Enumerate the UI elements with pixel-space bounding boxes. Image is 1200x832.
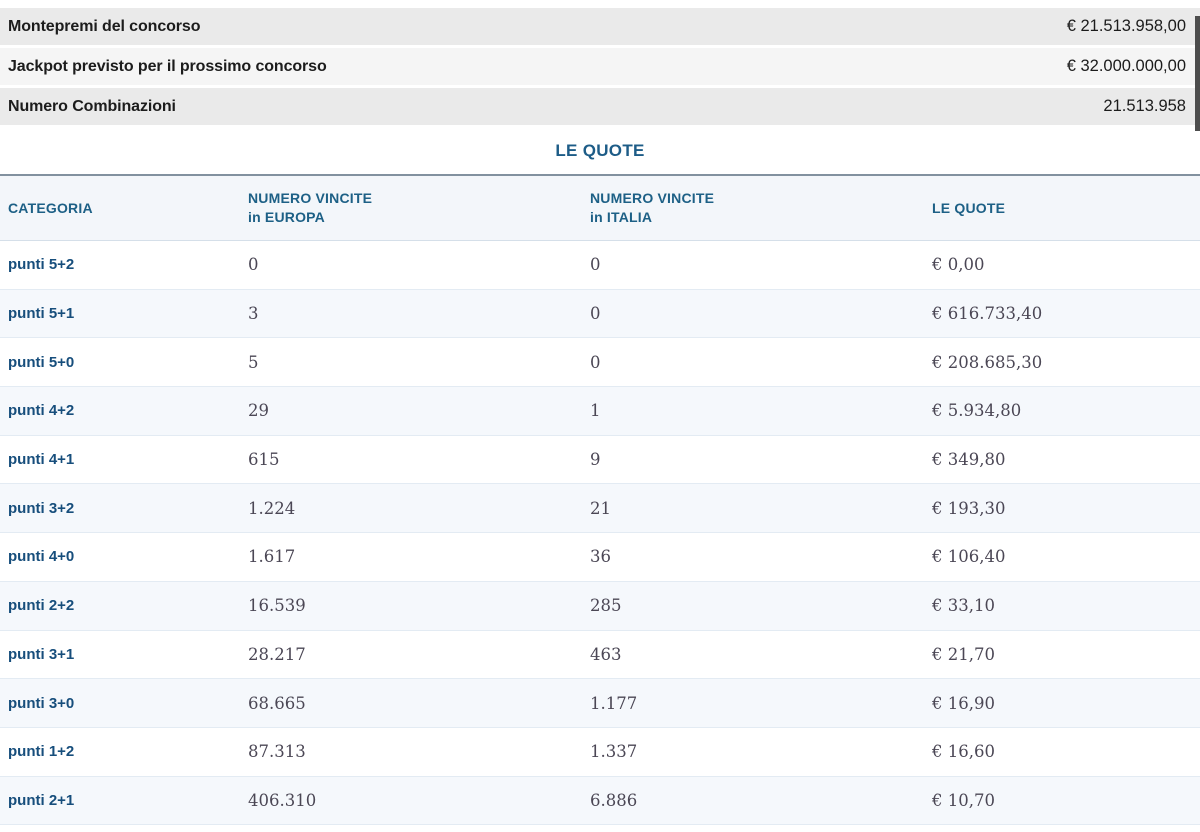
column-header-line2: in ITALIA [590, 209, 653, 225]
category-cell: punti 4+1 [8, 451, 75, 469]
table-row: punti 2+1 406.310 6.886 € 10,70 [0, 776, 1200, 826]
wins-europe-cell: 615 [248, 450, 280, 470]
table-row: punti 5+2 0 0 € 0,00 [0, 241, 1200, 290]
category-cell: punti 4+0 [8, 548, 75, 566]
category-cell: punti 3+1 [8, 645, 75, 663]
summary-row: Montepremi del concorso € 21.513.958,00 [0, 8, 1200, 45]
summary-label: Jackpot previsto per il prossimo concors… [8, 57, 327, 75]
summary-row: Jackpot previsto per il prossimo concors… [0, 48, 1200, 85]
quote-cell: € 616.733,40 [932, 304, 1043, 324]
wins-italy-cell: 6.886 [590, 790, 638, 810]
wins-italy-cell: 21 [590, 498, 611, 518]
quote-cell: € 0,00 [932, 255, 985, 275]
quote-cell: € 193,30 [932, 498, 1006, 518]
wins-italy-cell: 36 [590, 547, 611, 567]
quote-cell: € 349,80 [932, 450, 1006, 470]
quote-cell: € 16,90 [932, 693, 995, 713]
category-cell: punti 3+2 [8, 499, 75, 517]
wins-europe-cell: 5 [248, 352, 259, 372]
column-header-vincite-europa: NUMERO VINCITE in EUROPA [240, 189, 582, 227]
category-cell: punti 5+0 [8, 353, 75, 371]
wins-europe-cell: 1.224 [248, 498, 296, 518]
table-row: punti 5+1 3 0 € 616.733,40 [0, 289, 1200, 339]
table-row: punti 4+1 615 9 € 349,80 [0, 435, 1200, 485]
summary-label: Montepremi del concorso [8, 17, 201, 35]
wins-italy-cell: 1.177 [590, 693, 638, 713]
category-cell: punti 4+2 [8, 402, 75, 420]
wins-italy-cell: 0 [590, 352, 601, 372]
wins-italy-cell: 1.337 [590, 742, 638, 762]
scrollbar-thumb[interactable] [1195, 16, 1200, 131]
quotes-title: LE QUOTE [555, 141, 645, 160]
summary-label: Numero Combinazioni [8, 97, 176, 115]
quotes-table: CATEGORIA NUMERO VINCITE in EUROPA NUMERO V… [0, 174, 1200, 826]
wins-europe-cell: 3 [248, 304, 259, 324]
table-row: punti 3+1 28.217 463 € 21,70 [0, 630, 1200, 680]
summary-value: € 21.513.958,00 [1066, 17, 1186, 35]
table-row: punti 5+0 5 0 € 208.685,30 [0, 338, 1200, 388]
table-row: punti 3+2 1.224 21 € 193,30 [0, 484, 1200, 534]
wins-italy-cell: 463 [590, 644, 622, 664]
wins-italy-cell: 1 [590, 401, 601, 421]
wins-europe-cell: 0 [248, 255, 259, 275]
quote-cell: € 16,60 [932, 742, 995, 762]
wins-europe-cell: 29 [248, 401, 269, 421]
wins-europe-cell: 16.539 [248, 596, 306, 616]
wins-italy-cell: 0 [590, 255, 601, 275]
wins-italy-cell: 0 [590, 304, 601, 324]
column-header-line1: NUMERO VINCITE [248, 190, 373, 206]
column-header-line1: LE QUOTE [932, 199, 1006, 216]
column-header-line1: CATEGORIA [8, 199, 93, 216]
summary-value: 21.513.958 [1103, 97, 1186, 115]
wins-italy-cell: 285 [590, 596, 622, 616]
column-header-categoria: CATEGORIA [0, 199, 240, 218]
quote-cell: € 106,40 [932, 547, 1006, 567]
table-row: punti 3+0 68.665 1.177 € 16,90 [0, 679, 1200, 728]
quotes-table-body: punti 5+2 0 0 € 0,00 punti 5+1 3 0 € 616.733,40… [0, 241, 1200, 826]
wins-europe-cell: 87.313 [248, 742, 306, 762]
summary-row: Numero Combinazioni 21.513.958 [0, 88, 1200, 125]
quotes-table-header: CATEGORIA NUMERO VINCITE in EUROPA NUMERO V… [0, 176, 1200, 241]
wins-italy-cell: 9 [590, 450, 601, 470]
summary-section: Montepremi del concorso € 21.513.958,00 Ja… [0, 8, 1200, 125]
column-header-vincite-italia: NUMERO VINCITE in ITALIA [582, 189, 924, 227]
quote-cell: € 33,10 [932, 596, 995, 616]
wins-europe-cell: 28.217 [248, 644, 306, 664]
category-cell: punti 2+2 [8, 597, 75, 615]
category-cell: punti 5+1 [8, 305, 75, 323]
category-cell: punti 1+2 [8, 743, 75, 761]
quote-cell: € 208.685,30 [932, 352, 1043, 372]
category-cell: punti 3+0 [8, 694, 75, 712]
category-cell: punti 5+2 [8, 256, 75, 274]
column-header-le-quote: LE QUOTE [924, 199, 1200, 218]
quote-cell: € 21,70 [932, 644, 995, 664]
table-row: punti 1+2 87.313 1.337 € 16,60 [0, 727, 1200, 777]
quote-cell: € 5.934,80 [932, 401, 1022, 421]
table-row: punti 4+2 29 1 € 5.934,80 [0, 387, 1200, 436]
column-header-line1: NUMERO VINCITE [590, 190, 715, 206]
table-row: punti 4+0 1.617 36 € 106,40 [0, 533, 1200, 582]
wins-europe-cell: 68.665 [248, 693, 306, 713]
table-row: punti 2+2 16.539 285 € 33,10 [0, 581, 1200, 631]
quote-cell: € 10,70 [932, 790, 995, 810]
column-header-line2: in EUROPA [248, 209, 325, 225]
summary-value: € 32.000.000,00 [1066, 57, 1186, 75]
category-cell: punti 2+1 [8, 791, 75, 809]
wins-europe-cell: 1.617 [248, 547, 296, 567]
quotes-title-wrap: LE QUOTE [0, 128, 1200, 174]
wins-europe-cell: 406.310 [248, 790, 317, 810]
